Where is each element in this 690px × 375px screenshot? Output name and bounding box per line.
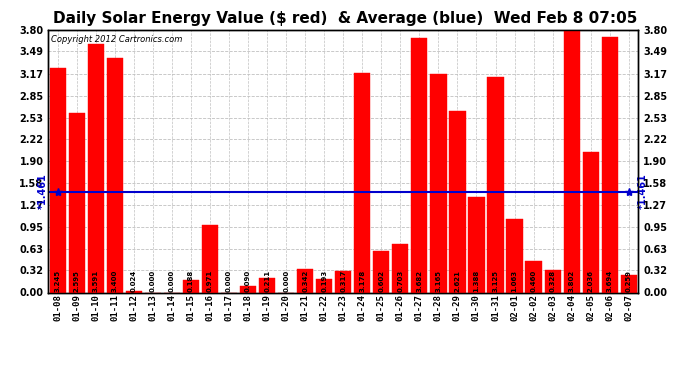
Bar (202, 225, 218, 292)
Text: 2.621: 2.621 (455, 270, 460, 292)
Text: 0.193: 0.193 (322, 270, 327, 292)
Text: 0.000: 0.000 (169, 270, 175, 292)
Text: 2.036: 2.036 (588, 270, 593, 292)
Text: 0.342: 0.342 (302, 270, 308, 292)
Text: 2.595: 2.595 (74, 270, 80, 292)
Text: Copyright 2012 Cartronics.com: Copyright 2012 Cartronics.com (51, 35, 183, 44)
Bar (50, 68, 66, 292)
Text: *1.461: *1.461 (39, 174, 48, 210)
Bar (354, 73, 371, 292)
Text: 3.178: 3.178 (359, 270, 365, 292)
Text: 0.460: 0.460 (531, 270, 537, 292)
Bar (393, 244, 408, 292)
Bar (69, 113, 85, 292)
Text: 0.259: 0.259 (626, 270, 632, 292)
Bar (544, 270, 561, 292)
Text: 3.694: 3.694 (607, 270, 613, 292)
Bar (449, 111, 466, 292)
Text: 0.602: 0.602 (378, 270, 384, 292)
Text: 0.000: 0.000 (150, 270, 156, 292)
Text: 0.000: 0.000 (226, 270, 232, 292)
Text: 3.125: 3.125 (493, 270, 498, 292)
Bar (564, 30, 580, 292)
Text: 1.388: 1.388 (473, 270, 480, 292)
Bar (602, 38, 618, 292)
Text: *1.461: *1.461 (638, 174, 648, 210)
Bar (506, 219, 522, 292)
Bar (620, 274, 637, 292)
Bar (582, 152, 599, 292)
Text: 0.703: 0.703 (397, 270, 404, 292)
Text: 0.328: 0.328 (550, 270, 555, 292)
Text: 3.165: 3.165 (435, 270, 442, 292)
Text: Daily Solar Energy Value ($ red)  & Average (blue)  Wed Feb 8 07:05: Daily Solar Energy Value ($ red) & Avera… (53, 11, 637, 26)
Text: 0.188: 0.188 (188, 270, 194, 292)
Text: 0.211: 0.211 (264, 270, 270, 292)
Bar (335, 271, 351, 292)
Text: 3.245: 3.245 (55, 270, 61, 292)
Text: 3.591: 3.591 (93, 270, 99, 292)
Text: 0.317: 0.317 (340, 270, 346, 292)
Text: 0.971: 0.971 (207, 270, 213, 292)
Bar (316, 279, 333, 292)
Text: 3.682: 3.682 (416, 270, 422, 292)
Bar (126, 291, 142, 292)
Bar (259, 278, 275, 292)
Bar (107, 58, 123, 292)
Text: 1.063: 1.063 (511, 270, 518, 292)
Text: 0.000: 0.000 (283, 270, 289, 292)
Text: 0.090: 0.090 (245, 270, 251, 292)
Text: 3.802: 3.802 (569, 270, 575, 292)
Text: 0.024: 0.024 (131, 270, 137, 292)
Bar (526, 261, 542, 292)
Bar (431, 74, 446, 292)
Bar (373, 251, 389, 292)
Bar (469, 196, 484, 292)
Bar (487, 76, 504, 292)
Bar (297, 269, 313, 292)
Bar (88, 45, 104, 292)
Bar (411, 38, 428, 292)
Text: 3.400: 3.400 (112, 269, 118, 292)
Bar (183, 279, 199, 292)
Bar (240, 286, 256, 292)
